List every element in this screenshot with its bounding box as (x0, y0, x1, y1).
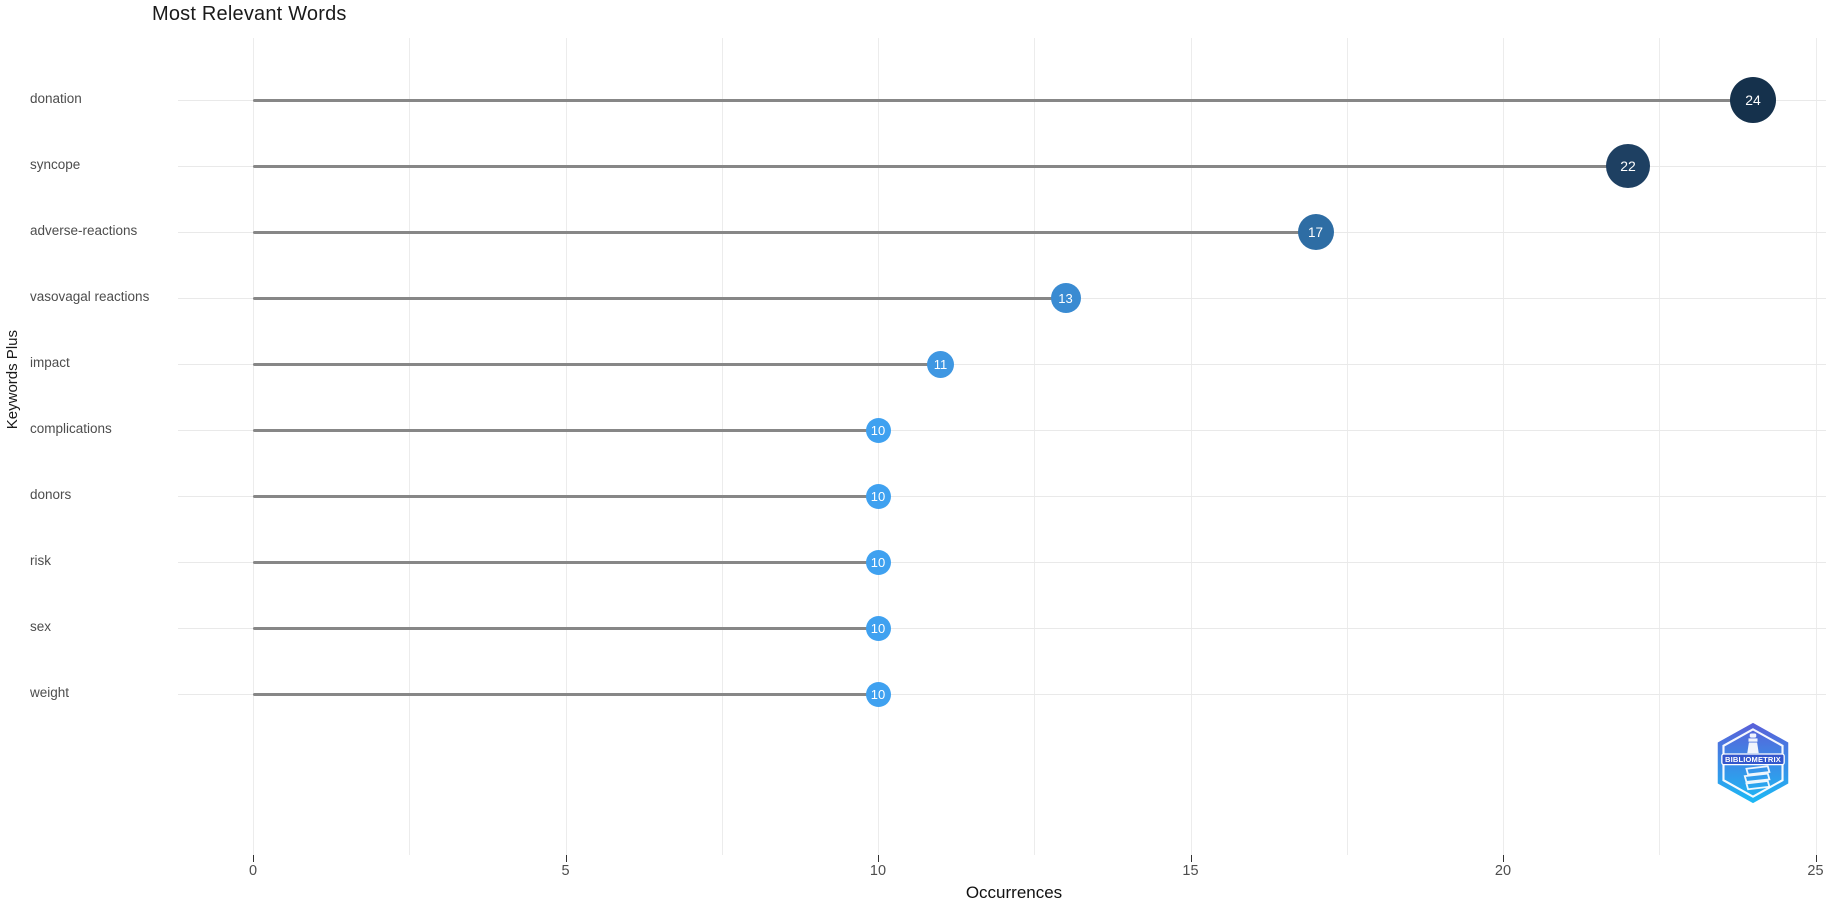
vertical-gridline (409, 38, 411, 855)
logo-banner: BIBLIOMETRIX (1721, 753, 1785, 766)
row-gridline (178, 495, 1826, 497)
row-gridline (178, 561, 1826, 563)
lollipop-stem (253, 296, 1066, 300)
data-point[interactable]: 10 (865, 417, 891, 443)
chart-title: Most Relevant Words (152, 3, 347, 25)
x-axis-title: Occurrences (965, 883, 1063, 902)
plot-panel: 24 22 17 13 11 10 10 10 10 10 (178, 38, 1826, 855)
data-point-value: 22 (1620, 158, 1636, 174)
lollipop-stem (253, 626, 878, 630)
category-label: sex (30, 619, 52, 634)
vertical-gridline (253, 38, 254, 855)
category-label: complications (30, 421, 112, 436)
x-axis-tick (1190, 855, 1192, 862)
category-label: vasovagal reactions (30, 289, 150, 304)
lighthouse-icon (1747, 733, 1759, 754)
x-axis-tick (1815, 855, 1817, 862)
vertical-gridline (1659, 38, 1661, 855)
data-point[interactable]: 10 (865, 549, 891, 575)
data-point-value: 17 (1307, 224, 1324, 240)
data-point-value: 24 (1745, 92, 1761, 108)
data-point-value: 10 (870, 554, 886, 570)
vertical-gridline (721, 38, 723, 855)
row-gridline (178, 627, 1826, 629)
vertical-gridline (1190, 38, 1192, 855)
lollipop-stem (253, 428, 878, 432)
x-axis-tick (1503, 855, 1504, 862)
logo-inner-hexagon (1722, 728, 1784, 798)
lollipop-stem (253, 494, 878, 498)
row-gridline (178, 363, 1826, 365)
data-point-value: 10 (870, 620, 886, 636)
vertical-gridline (1503, 38, 1504, 855)
x-axis-tick (878, 855, 879, 862)
x-axis-tick-label: 0 (248, 863, 258, 879)
lollipop-stem (253, 560, 878, 564)
bibliometrix-logo: BIBLIOMETRIX (1717, 722, 1789, 804)
data-point[interactable]: 13 (1050, 283, 1081, 313)
x-axis-tick-label: 15 (1182, 863, 1199, 879)
data-point[interactable]: 17 (1297, 214, 1334, 250)
data-point[interactable]: 10 (865, 681, 891, 707)
y-axis-title: Keywords Plus (4, 330, 21, 430)
data-point-value: 10 (870, 488, 886, 504)
data-point[interactable]: 10 (865, 615, 891, 641)
x-axis-tick-label: 10 (869, 863, 887, 879)
data-point-value: 11 (933, 356, 948, 372)
lollipop-stem (253, 692, 878, 696)
vertical-gridline (878, 38, 879, 855)
x-axis-tick-label: 5 (561, 863, 570, 879)
logo-text: BIBLIOMETRIX (1725, 755, 1781, 764)
vertical-gridline (1034, 38, 1036, 855)
x-axis-tick (565, 855, 567, 862)
row-gridline (178, 693, 1826, 695)
lollipop-stem (253, 230, 1316, 234)
category-label: donation (30, 91, 82, 106)
vertical-gridline (1346, 38, 1348, 855)
category-label: syncope (30, 157, 81, 172)
row-gridline (178, 429, 1826, 431)
category-label: weight (30, 685, 70, 700)
category-label: impact (30, 355, 70, 370)
category-label: risk (30, 553, 51, 568)
category-label: adverse-reactions (30, 223, 138, 238)
category-label: donors (30, 487, 72, 502)
data-point-value: 13 (1058, 290, 1073, 306)
lollipop-stem (253, 98, 1753, 102)
vertical-gridline (565, 38, 567, 855)
x-axis-tick-label: 20 (1494, 863, 1512, 879)
data-point-value: 10 (870, 686, 886, 702)
logo-books-icon (1743, 765, 1771, 791)
data-point-value: 10 (870, 422, 886, 438)
x-axis-tick-label: 25 (1807, 863, 1824, 879)
data-point[interactable]: 10 (865, 483, 891, 509)
x-axis-tick (253, 855, 254, 862)
lollipop-stem (253, 164, 1628, 168)
vertical-gridline (1815, 38, 1817, 855)
data-point[interactable]: 22 (1606, 144, 1650, 188)
data-point[interactable]: 11 (927, 350, 954, 378)
data-point[interactable]: 24 (1730, 77, 1776, 123)
lollipop-stem (253, 362, 941, 366)
